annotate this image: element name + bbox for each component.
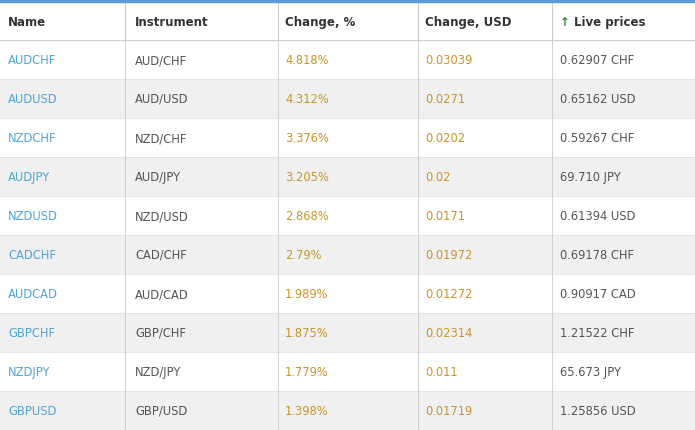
- Text: 1.875%: 1.875%: [285, 326, 329, 339]
- Text: Instrument: Instrument: [135, 15, 208, 28]
- Text: AUDCHF: AUDCHF: [8, 54, 56, 67]
- Text: 0.0271: 0.0271: [425, 93, 465, 106]
- Text: 1.25856 USD: 1.25856 USD: [560, 404, 636, 417]
- Text: AUDUSD: AUDUSD: [8, 93, 58, 106]
- Text: CADCHF: CADCHF: [8, 249, 56, 261]
- Text: 2.868%: 2.868%: [285, 209, 329, 222]
- Text: NZD/JPY: NZD/JPY: [135, 365, 181, 378]
- Text: AUD/USD: AUD/USD: [135, 93, 188, 106]
- Text: 3.376%: 3.376%: [285, 132, 329, 144]
- Text: 1.398%: 1.398%: [285, 404, 329, 417]
- Bar: [0, 119, 695, 158]
- Text: AUD/CHF: AUD/CHF: [135, 54, 187, 67]
- Text: GBPCHF: GBPCHF: [8, 326, 55, 339]
- Text: 0.02314: 0.02314: [425, 326, 473, 339]
- Text: 0.0202: 0.0202: [425, 132, 465, 144]
- Text: Change, %: Change, %: [285, 15, 355, 28]
- Text: 0.62907 CHF: 0.62907 CHF: [560, 54, 635, 67]
- Bar: [0, 391, 695, 430]
- Text: AUD/CAD: AUD/CAD: [135, 287, 189, 300]
- Text: 1.779%: 1.779%: [285, 365, 329, 378]
- Text: 0.65162 USD: 0.65162 USD: [560, 93, 635, 106]
- Text: 0.01719: 0.01719: [425, 404, 472, 417]
- Text: NZD/USD: NZD/USD: [135, 209, 189, 222]
- Text: ↑: ↑: [560, 15, 574, 28]
- Text: GBP/CHF: GBP/CHF: [135, 326, 186, 339]
- Text: 0.01272: 0.01272: [425, 287, 473, 300]
- Text: 0.59267 CHF: 0.59267 CHF: [560, 132, 635, 144]
- Bar: [0, 236, 695, 274]
- Text: 1.989%: 1.989%: [285, 287, 329, 300]
- Text: NZDUSD: NZDUSD: [8, 209, 58, 222]
- Text: AUD/JPY: AUD/JPY: [135, 171, 181, 184]
- Text: CAD/CHF: CAD/CHF: [135, 249, 187, 261]
- Text: 1.21522 CHF: 1.21522 CHF: [560, 326, 635, 339]
- Text: 2.79%: 2.79%: [285, 249, 322, 261]
- Text: 0.03039: 0.03039: [425, 54, 473, 67]
- Text: GBPUSD: GBPUSD: [8, 404, 56, 417]
- Text: 3.205%: 3.205%: [285, 171, 329, 184]
- Bar: [0, 158, 695, 197]
- Text: 0.011: 0.011: [425, 365, 457, 378]
- Text: 0.61394 USD: 0.61394 USD: [560, 209, 635, 222]
- Text: 0.02: 0.02: [425, 171, 450, 184]
- Text: Name: Name: [8, 15, 46, 28]
- Bar: [0, 41, 695, 80]
- Text: AUDCAD: AUDCAD: [8, 287, 58, 300]
- Bar: [0, 274, 695, 313]
- Text: 69.710 JPY: 69.710 JPY: [560, 171, 621, 184]
- Bar: [0, 313, 695, 352]
- Text: NZDJPY: NZDJPY: [8, 365, 51, 378]
- Text: 4.312%: 4.312%: [285, 93, 329, 106]
- Text: 0.69178 CHF: 0.69178 CHF: [560, 249, 634, 261]
- Text: AUDJPY: AUDJPY: [8, 171, 50, 184]
- Text: 0.0171: 0.0171: [425, 209, 465, 222]
- Text: 4.818%: 4.818%: [285, 54, 329, 67]
- Text: 0.01972: 0.01972: [425, 249, 473, 261]
- Text: Live prices: Live prices: [574, 15, 646, 28]
- Bar: [0, 3, 695, 41]
- Text: NZD/CHF: NZD/CHF: [135, 132, 188, 144]
- Bar: [0, 197, 695, 236]
- Text: NZDCHF: NZDCHF: [8, 132, 56, 144]
- Text: Change, USD: Change, USD: [425, 15, 512, 28]
- Bar: [0, 352, 695, 391]
- Bar: [0, 80, 695, 119]
- Text: 0.90917 CAD: 0.90917 CAD: [560, 287, 636, 300]
- Text: GBP/USD: GBP/USD: [135, 404, 187, 417]
- Text: 65.673 JPY: 65.673 JPY: [560, 365, 621, 378]
